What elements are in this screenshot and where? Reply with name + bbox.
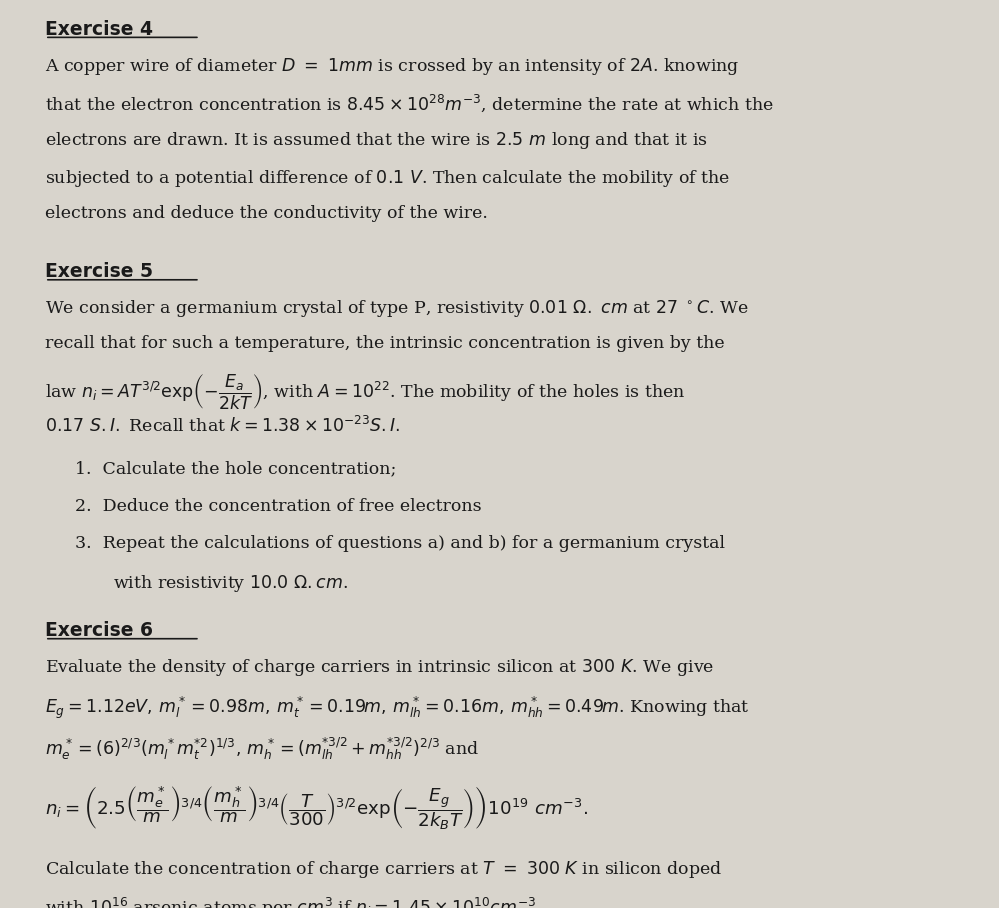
Text: Calculate the concentration of charge carriers at $T\ =\ 300\ K$ in silicon dope: Calculate the concentration of charge ca… <box>45 859 722 880</box>
Text: that the electron concentration is $8.45\times10^{28}m^{-3}$, determine the rate: that the electron concentration is $8.45… <box>45 93 773 114</box>
Text: Exercise 6: Exercise 6 <box>45 621 153 640</box>
Text: Exercise 5: Exercise 5 <box>45 262 153 281</box>
Text: with resistivity $10.0\ \Omega.cm$.: with resistivity $10.0\ \Omega.cm$. <box>113 573 348 594</box>
Text: 2.  Deduce the concentration of free electrons: 2. Deduce the concentration of free elec… <box>75 498 482 515</box>
Text: $m_e^* = (6)^{2/3}(m_l^* m_t^{*2})^{1/3},\, m_h^* = (m_{lh}^{*3/2} + m_{hh}^{*3/: $m_e^* = (6)^{2/3}(m_l^* m_t^{*2})^{1/3}… <box>45 735 479 762</box>
Text: $E_g = 1.12eV,\, m_l^* = 0.98m,\, m_t^* = 0.19m,\, m_{lh}^* = 0.16m,\, m_{hh}^* : $E_g = 1.12eV,\, m_l^* = 0.98m,\, m_t^* … <box>45 695 749 721</box>
Text: $n_i = \left(2.5\left(\dfrac{m_e^*}{m}\right)^{3/4} \left(\dfrac{m_h^*}{m}\right: $n_i = \left(2.5\left(\dfrac{m_e^*}{m}\r… <box>45 784 587 832</box>
Text: 3.  Repeat the calculations of questions a) and b) for a germanium crystal: 3. Repeat the calculations of questions … <box>75 536 725 552</box>
Text: 1.  Calculate the hole concentration;: 1. Calculate the hole concentration; <box>75 460 397 478</box>
Text: electrons and deduce the conductivity of the wire.: electrons and deduce the conductivity of… <box>45 205 488 222</box>
Text: Evaluate the density of charge carriers in intrinsic silicon at $300\ K$. We giv: Evaluate the density of charge carriers … <box>45 657 714 678</box>
Text: We consider a germanium crystal of type P, resistivity $0.01\ \Omega.\ cm$ at $2: We consider a germanium crystal of type … <box>45 298 748 319</box>
Text: A copper wire of diameter $D\ =\ 1mm$ is crossed by an intensity of $2A$. knowin: A copper wire of diameter $D\ =\ 1mm$ is… <box>45 55 739 76</box>
Text: recall that for such a temperature, the intrinsic concentration is given by the: recall that for such a temperature, the … <box>45 335 724 352</box>
Text: Exercise 4: Exercise 4 <box>45 20 153 39</box>
Text: subjected to a potential difference of $0.1\ V$. Then calculate the mobility of : subjected to a potential difference of $… <box>45 168 730 189</box>
Text: with $10^{16}$ arsenic atoms per $cm^3$ if $n_i = 1.45\times10^{10}cm^{-3}$.: with $10^{16}$ arsenic atoms per $cm^3$ … <box>45 896 541 908</box>
Text: $0.17\ S.I.$ Recall that $k = 1.38\times10^{-23}S.I.$: $0.17\ S.I.$ Recall that $k = 1.38\times… <box>45 416 401 436</box>
Text: electrons are drawn. It is assumed that the wire is $2.5\ m$ long and that it is: electrons are drawn. It is assumed that … <box>45 131 708 152</box>
Text: law $n_i = AT^{3/2}\exp\!\left(-\dfrac{E_a}{2kT}\right)$, with $A = 10^{22}$. Th: law $n_i = AT^{3/2}\exp\!\left(-\dfrac{E… <box>45 373 685 412</box>
